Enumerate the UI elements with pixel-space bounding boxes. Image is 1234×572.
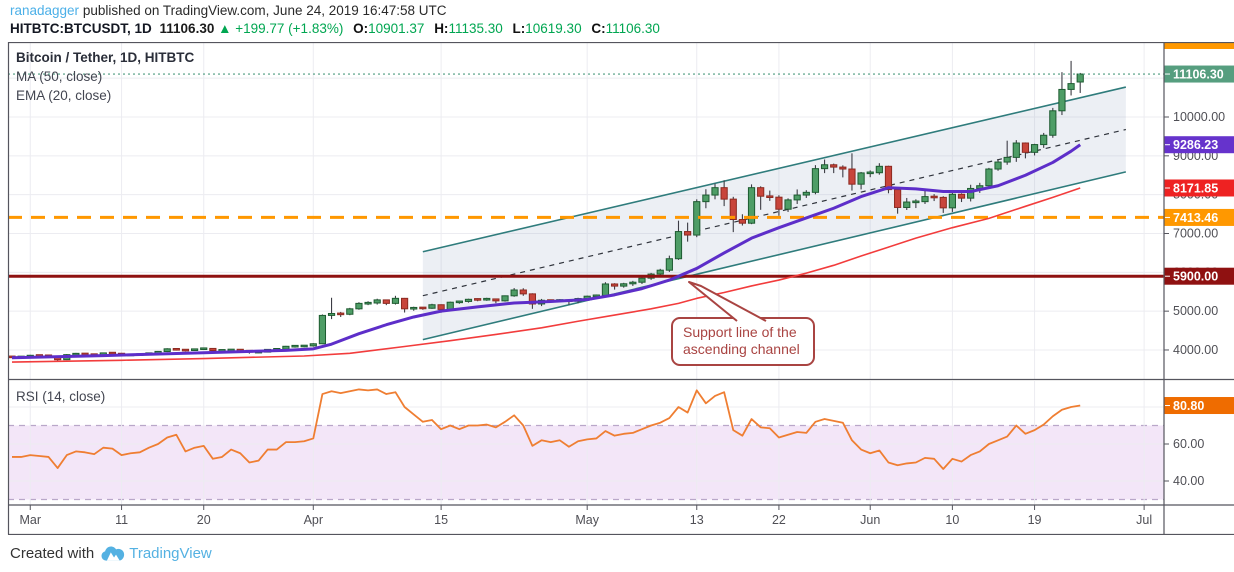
high-label: H:: [434, 21, 449, 36]
svg-text:15: 15: [434, 513, 448, 527]
created-with-text: Created with: [10, 545, 95, 562]
publisher-username[interactable]: ranadagger: [10, 3, 80, 18]
svg-text:11: 11: [115, 513, 128, 527]
svg-text:60.00: 60.00: [1173, 437, 1204, 451]
up-arrow-icon: ▲: [218, 21, 232, 36]
close-value: 11106.30: [605, 21, 660, 36]
clipped-price-label: [1164, 43, 1234, 49]
svg-text:11106.30: 11106.30: [1173, 68, 1224, 82]
rsi-line: [12, 388, 1081, 470]
price-label: [1164, 65, 1234, 83]
frame: [7, 42, 1234, 535]
svg-text:10: 10: [945, 513, 959, 527]
svg-text:9286.23: 9286.23: [1173, 138, 1218, 152]
ema20-line: [11, 143, 1082, 360]
close-label: C:: [591, 21, 606, 36]
ema20: [11, 143, 1082, 360]
price-label: [1164, 208, 1234, 226]
svg-text:22: 22: [772, 513, 786, 527]
publish-info-bar: ranadagger published on TradingView.com,…: [10, 3, 447, 18]
horizontal-level-lines: [8, 215, 1164, 278]
ma50-line: [11, 187, 1081, 363]
symbol-name[interactable]: HITBTC:BTCUSDT, 1D: [10, 21, 152, 36]
low-value: 10619.30: [525, 21, 582, 36]
svg-text:20: 20: [197, 513, 211, 527]
price-label: [1164, 267, 1234, 285]
tradingview-logo-icon[interactable]: [101, 545, 126, 562]
low-label: L:: [512, 21, 526, 36]
high-value: 11135.30: [448, 21, 503, 36]
svg-text:Jul: Jul: [1136, 513, 1152, 527]
svg-text:10000.00: 10000.00: [1173, 110, 1225, 124]
svg-text:Support line of the: Support line of the: [683, 324, 797, 340]
candlestick-series: [8, 60, 1084, 362]
svg-text:13: 13: [690, 513, 704, 527]
svg-text:Apr: Apr: [304, 513, 323, 527]
svg-text:5900.00: 5900.00: [1173, 270, 1218, 284]
symbol-info-bar: HITBTC:BTCUSDT, 1D 11106.30 ▲ +199.77 (+…: [10, 21, 660, 36]
svg-text:Jun: Jun: [860, 513, 880, 527]
svg-text:4000.00: 4000.00: [1173, 343, 1218, 357]
ma50: [11, 187, 1081, 363]
svg-text:19: 19: [1028, 513, 1042, 527]
time-scale[interactable]: Mar 11 20 Apr 15 May 13 22 Jun 10 19 Jul: [19, 505, 1152, 527]
price-label: [1164, 136, 1234, 154]
price-label: [1164, 397, 1234, 415]
rsi-pane: [12, 388, 1081, 470]
svg-text:Mar: Mar: [19, 513, 41, 527]
footer: Created with TradingView: [0, 535, 1234, 572]
last-price: 11106.30: [159, 21, 215, 36]
svg-text:ascending channel: ascending channel: [683, 341, 800, 357]
publish-info-text: published on TradingView.com, June 24, 2…: [79, 3, 447, 18]
open-value: 10901.37: [368, 21, 425, 36]
gridlines: [8, 42, 1164, 505]
svg-text:8171.85: 8171.85: [1173, 181, 1218, 195]
open-label: O:: [353, 21, 369, 36]
svg-text:5000.00: 5000.00: [1173, 304, 1218, 318]
svg-text:7413.46: 7413.46: [1173, 211, 1218, 225]
svg-text:May: May: [575, 513, 599, 527]
price-label: [1164, 179, 1234, 197]
price-change: +199.77 (+1.83%): [235, 21, 344, 36]
svg-text:7000.00: 7000.00: [1173, 226, 1218, 240]
svg-text:80.80: 80.80: [1173, 399, 1204, 413]
svg-text:40.00: 40.00: [1173, 474, 1204, 488]
price-scale[interactable]: 10000.009000.008000.007000.006000.005000…: [1164, 43, 1234, 488]
tradingview-brand-text[interactable]: TradingView: [129, 545, 212, 562]
rsi-band: [8, 424, 1164, 501]
